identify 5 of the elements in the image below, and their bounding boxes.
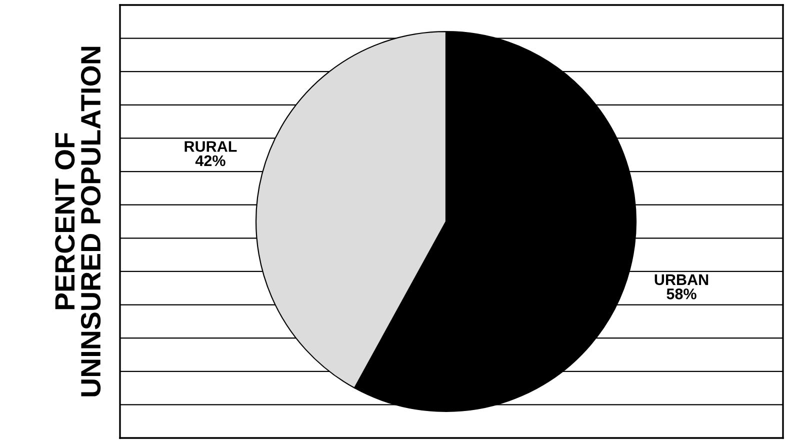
- data-label: 42%: [195, 155, 226, 166]
- text: PERCENT OF UNINSURED POPULATION: [55, 46, 101, 396]
- slice-label: RURAL: [184, 141, 237, 152]
- slice-label: URBAN: [654, 274, 708, 286]
- data-label: 58%: [666, 288, 696, 300]
